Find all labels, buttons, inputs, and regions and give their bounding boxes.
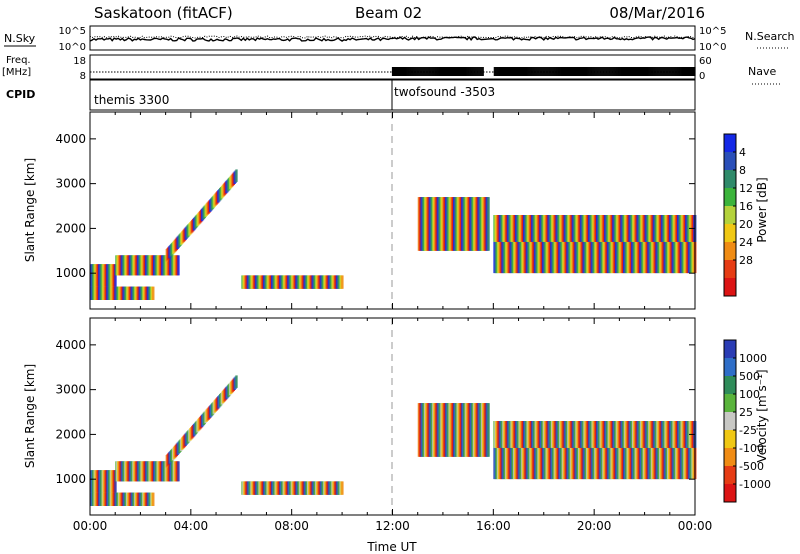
colorbar-swatch xyxy=(724,394,736,413)
echo-cell xyxy=(114,470,117,493)
colorbar-frame xyxy=(723,133,737,297)
cpid-segment-1: themis 3300 xyxy=(94,93,169,107)
nsky-tick-low: 10^0 xyxy=(59,42,86,53)
echo-cell xyxy=(487,197,490,251)
colorbar-swatch xyxy=(724,260,736,279)
freq-tick-low: 8 xyxy=(80,71,86,82)
colorbar-swatch xyxy=(724,170,736,189)
nsky-strip-frame xyxy=(89,25,696,51)
y-tick-label: 3000 xyxy=(55,383,86,397)
cpid-segment-2: twofsound -3503 xyxy=(394,85,495,99)
colorbar-swatch xyxy=(724,412,736,431)
colorbar-tick-label: 16 xyxy=(739,200,753,213)
colorbar-swatch xyxy=(724,188,736,207)
colorbar-swatch xyxy=(724,242,736,261)
colorbar-swatch xyxy=(724,152,736,171)
x-tick-label: 20:00 xyxy=(577,519,612,533)
x-tick-label: 00:00 xyxy=(678,519,713,533)
y-tick-label: 4000 xyxy=(55,338,86,352)
power-axis: 1000 2000 3000 4000 xyxy=(55,112,696,309)
echo-cell xyxy=(235,375,238,388)
echo-cell xyxy=(177,461,180,482)
x-tick-label: 04:00 xyxy=(174,519,209,533)
x-tick-label: 16:00 xyxy=(476,519,511,533)
y-tick-label: 4000 xyxy=(55,132,86,146)
colorbar-tick-label: -25 xyxy=(739,424,757,437)
nsky-tick-high: 10^5 xyxy=(59,26,86,37)
echo-cell xyxy=(152,492,155,506)
freq-tick-high: 18 xyxy=(73,56,86,67)
colorbar-swatch xyxy=(724,340,736,359)
colorbar-tick-label: 100 xyxy=(739,388,760,401)
nave-tick-low: 0 xyxy=(699,71,705,82)
x-axis-title: Time UT xyxy=(366,540,417,554)
colorbar-tick-label: 24 xyxy=(739,236,753,249)
nsearch-label: N.Search xyxy=(745,30,795,43)
freq-label: Freq. xyxy=(6,55,31,66)
y-tick-label: 1000 xyxy=(55,472,86,486)
x-tick-label: 08:00 xyxy=(274,519,309,533)
velocity-axis: 1000 2000 3000 4000 xyxy=(55,318,696,515)
colorbar-tick-label: 12 xyxy=(739,182,753,195)
nsky-trace xyxy=(89,35,696,42)
velocity-ylabel: Slant Range [km] xyxy=(23,364,37,468)
colorbar-swatch xyxy=(724,206,736,225)
y-tick-label: 1000 xyxy=(55,266,86,280)
power-colorbar: 4 8 12 16 20 24 28 xyxy=(723,133,753,297)
y-tick-label: 3000 xyxy=(55,177,86,191)
echo-cell xyxy=(114,264,117,287)
echo-cell xyxy=(177,255,180,276)
colorbar-swatch xyxy=(724,448,736,467)
colorbar-swatch xyxy=(724,278,736,297)
y-tick-label: 2000 xyxy=(55,221,86,235)
y-tick-label: 2000 xyxy=(55,427,86,441)
colorbar-tick-label: 20 xyxy=(739,218,753,231)
colorbar-swatch xyxy=(724,134,736,153)
date-title: 08/Mar/2016 xyxy=(609,4,705,22)
echo-cell xyxy=(341,275,344,289)
nave-label: Nave xyxy=(748,65,776,78)
velocity-colorbar-label: Velocity [m s⁻¹] xyxy=(755,369,769,462)
colorbar-swatch xyxy=(724,376,736,395)
velocity-colorbar: 1000 500 100 25 -25 -100 -500 -1000 xyxy=(723,339,771,503)
colorbar-swatch xyxy=(724,358,736,377)
colorbar-swatch xyxy=(724,430,736,449)
nsearch-tick-high: 10^5 xyxy=(699,26,726,37)
colorbar-tick-label: 500 xyxy=(739,370,760,383)
colorbar-tick-label: -1000 xyxy=(739,478,771,491)
colorbar-swatch xyxy=(724,484,736,503)
power-colorbar-label: Power [dB] xyxy=(755,177,769,242)
echo-cell xyxy=(152,286,155,300)
colorbar-swatch xyxy=(724,466,736,485)
nsearch-trace xyxy=(89,35,696,39)
colorbar-swatch xyxy=(724,224,736,243)
cpid-label: CPID xyxy=(6,88,35,101)
echo-cell xyxy=(487,403,490,457)
colorbar-tick-label: -500 xyxy=(739,460,764,473)
freq-unit: [MHz] xyxy=(2,67,31,78)
colorbar-tick-label: 4 xyxy=(739,146,746,159)
station-title: Saskatoon (fitACF) xyxy=(94,4,233,22)
nsearch-tick-low: 10^0 xyxy=(699,42,726,53)
colorbar-tick-label: 25 xyxy=(739,406,753,419)
x-axis-labels: 00:00 04:00 08:00 12:00 16:00 20:00 00:00 xyxy=(73,519,713,533)
colorbar-frame xyxy=(723,339,737,503)
power-data xyxy=(90,169,697,300)
nsky-label: N.Sky xyxy=(4,32,36,45)
colorbar-tick-label: 28 xyxy=(739,254,753,267)
colorbar-tick-label: -100 xyxy=(739,442,764,455)
velocity-data xyxy=(90,375,697,506)
x-tick-label: 12:00 xyxy=(375,519,410,533)
echo-cell xyxy=(235,169,238,182)
power-ylabel: Slant Range [km] xyxy=(23,158,37,262)
nave-tick-high: 60 xyxy=(699,56,712,67)
echo-cell xyxy=(341,481,344,495)
beam-title: Beam 02 xyxy=(355,4,422,22)
x-tick-label: 00:00 xyxy=(73,519,108,533)
colorbar-tick-label: 8 xyxy=(739,164,746,177)
colorbar-tick-label: 1000 xyxy=(739,352,767,365)
